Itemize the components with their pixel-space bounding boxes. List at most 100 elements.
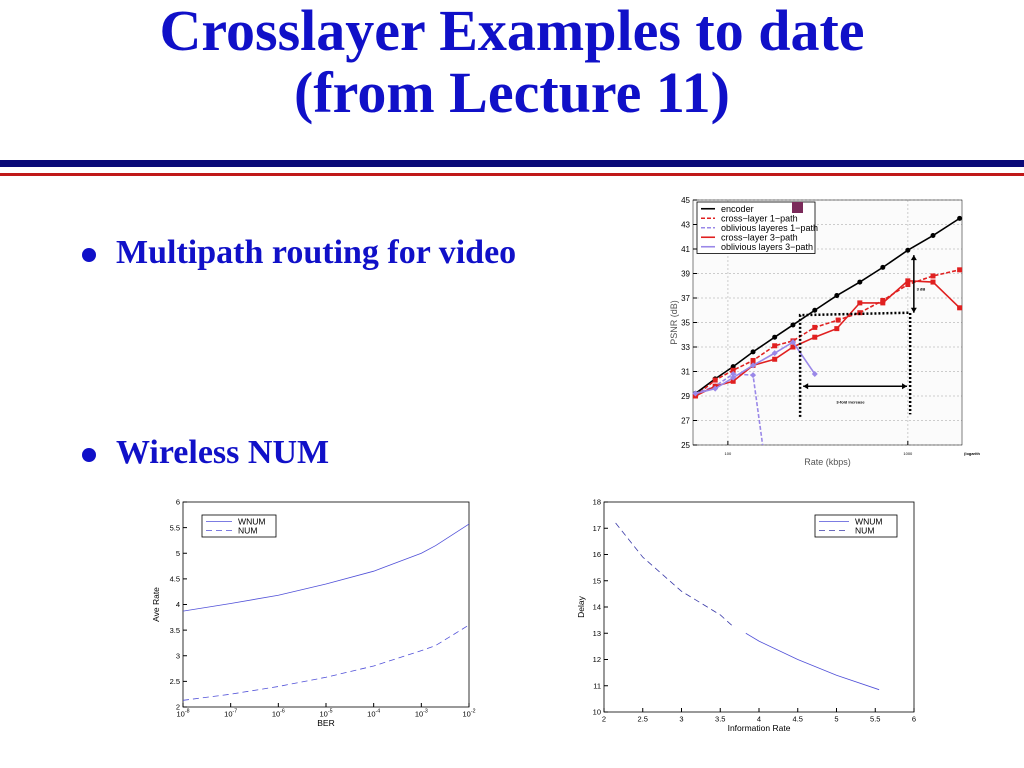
legend-label: cross−layer 3−path	[721, 233, 798, 243]
arrowhead	[910, 255, 917, 261]
legend-decoration	[792, 202, 803, 213]
x-tick-label: 10-8	[176, 709, 189, 719]
legend-label: encoder	[721, 204, 754, 214]
legend-label: NUM	[855, 526, 874, 536]
data-point	[771, 350, 778, 357]
data-point	[811, 370, 818, 377]
data-point	[812, 307, 818, 313]
annotation-3db: 3 dB	[917, 287, 926, 292]
y-tick-label: 27	[681, 416, 690, 425]
y-tick-label: 17	[593, 524, 601, 533]
data-point	[772, 334, 778, 340]
legend-label: WNUM	[855, 517, 883, 527]
x-tick-label: 1000	[903, 451, 913, 456]
legend-label: cross−layer 1−path	[721, 214, 798, 224]
legend-label: oblivious layers 3−path	[721, 242, 813, 252]
data-point	[750, 357, 756, 363]
data-point	[834, 293, 840, 299]
x-tick-label: 4.5	[793, 715, 803, 724]
x-tick-label: 10-2	[462, 709, 475, 719]
y-tick-label: 3	[176, 651, 180, 660]
y-tick-label: 18	[593, 498, 601, 507]
y-tick-label: 10	[593, 708, 601, 717]
data-point	[905, 278, 911, 284]
y-tick-label: 2.5	[170, 677, 180, 686]
x-tick-label: 10-4	[367, 709, 380, 719]
data-point	[835, 317, 841, 323]
y-tick-label: 5	[176, 549, 180, 558]
y-tick-label: 29	[681, 392, 690, 401]
data-point	[692, 390, 699, 397]
y-tick-label: 31	[681, 367, 690, 376]
data-point	[750, 372, 757, 379]
plot-frame	[182, 501, 470, 708]
x-tick-label: 2	[602, 715, 606, 724]
plot-frame	[603, 501, 915, 713]
y-tick-label: 16	[593, 550, 601, 559]
legend-box	[814, 514, 898, 538]
y-tick-label: 37	[681, 294, 690, 303]
plot-frame	[692, 199, 963, 446]
data-point	[930, 233, 936, 239]
series-line-0	[183, 523, 469, 612]
x-tick-label: 5	[834, 715, 838, 724]
x-tick-label: 3	[679, 715, 683, 724]
bullet-text: Wireless NUM	[116, 434, 330, 471]
x-tick-label: 10-3	[415, 709, 428, 719]
y-tick-label: 5.5	[170, 523, 180, 532]
data-point	[812, 324, 818, 330]
y-axis-label: PSNR (dB)	[669, 300, 679, 345]
data-point	[905, 247, 911, 253]
arrowhead	[910, 307, 917, 313]
data-point	[857, 279, 863, 285]
data-point	[957, 215, 963, 221]
data-point	[930, 273, 936, 279]
x-tick-label: 10-5	[319, 709, 332, 719]
bullet-multipath: Multipath routing for video	[82, 234, 516, 272]
x-axis-label: Information Rate	[728, 723, 791, 733]
series-line-1	[615, 522, 733, 626]
legend-label: oblivious layeres 1−path	[721, 223, 818, 233]
legend-box	[201, 514, 277, 538]
data-point	[730, 370, 737, 377]
y-axis-label: Ave Rate	[151, 587, 161, 622]
data-point	[880, 264, 886, 270]
bullet-wireless-num: Wireless NUM	[82, 434, 329, 472]
data-point	[750, 362, 757, 369]
data-point	[790, 322, 796, 328]
bullet-dot-icon	[82, 448, 96, 463]
data-point	[712, 385, 719, 392]
series-line-1	[183, 624, 469, 701]
x-tick-label: 2.5	[638, 715, 648, 724]
y-tick-label: 41	[681, 245, 690, 254]
arrowhead	[803, 383, 809, 390]
y-tick-label: 45	[681, 196, 690, 205]
data-point	[772, 343, 778, 349]
x-tick-label: 100	[725, 451, 732, 456]
data-point	[930, 279, 936, 285]
y-tick-label: 4.5	[170, 575, 180, 584]
data-point	[834, 326, 840, 332]
slide-title: Crosslayer Examples to date (from Lectur…	[0, 0, 1024, 124]
data-point	[730, 367, 736, 373]
dotted-guide	[798, 311, 912, 417]
y-tick-label: 3.5	[170, 626, 180, 635]
x-tick-label: 10-6	[272, 709, 285, 719]
y-tick-label: 6	[176, 498, 180, 507]
series-line-0	[745, 632, 880, 691]
psnr-chart: 25 27 29 31 33 35 37 39 41 43 45 100 1000 Rate (kbps)…	[669, 196, 980, 467]
y-tick-label: 13	[593, 629, 601, 638]
title-divider-blue	[0, 160, 1024, 167]
x-tick-label: 6	[912, 715, 916, 724]
arrowhead	[902, 383, 908, 390]
data-point	[957, 267, 963, 273]
data-point	[730, 374, 737, 381]
annotation-3-fold: 3-fold increase	[836, 399, 865, 404]
y-tick-label: 15	[593, 576, 601, 585]
data-point	[750, 349, 756, 355]
legend-label: WNUM	[238, 517, 266, 527]
y-tick-label: 39	[681, 269, 690, 278]
y-tick-label: 12	[593, 655, 601, 664]
delay-chart: 10 11 12 13 14 15 16 17 18 2 2.5 3 3.5 4 4.5 5 5.5 6 Infor…	[576, 498, 916, 733]
data-point	[712, 377, 718, 383]
